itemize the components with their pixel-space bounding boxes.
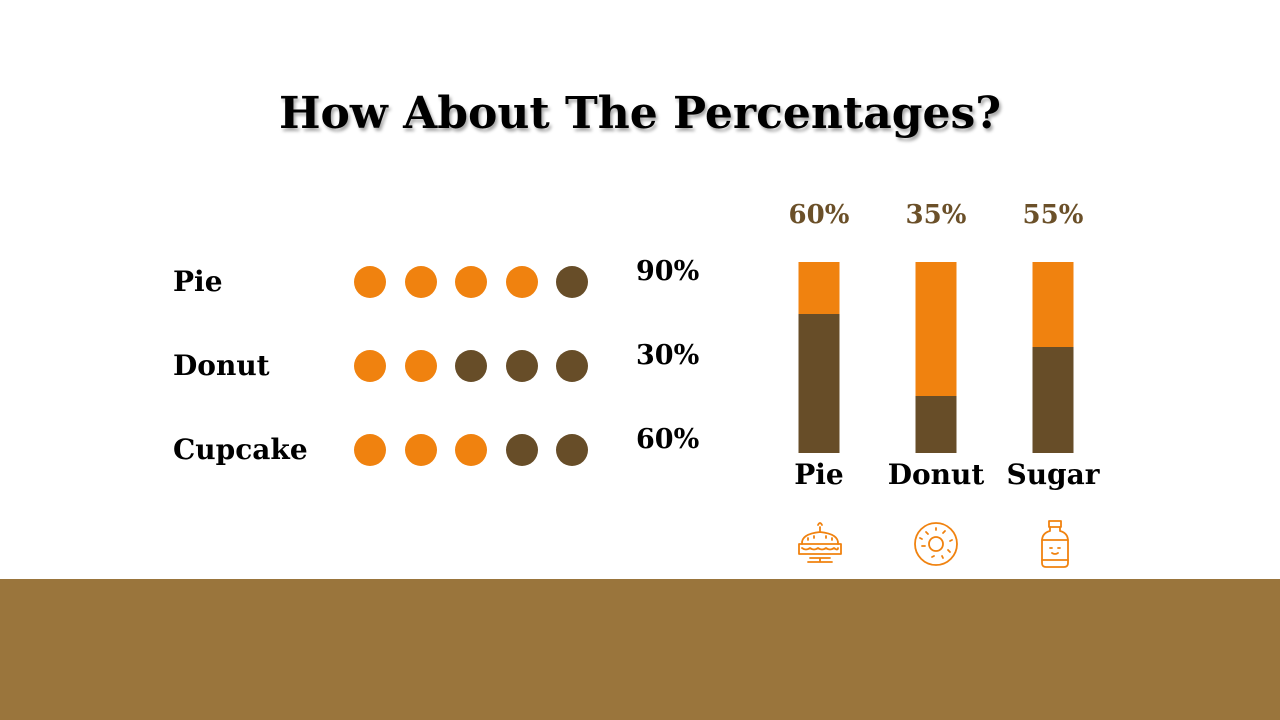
- bar-segment-bottom: [915, 396, 957, 453]
- dot-filled: [354, 266, 386, 298]
- dot-filled: [404, 434, 437, 466]
- bar-segment-bottom: [1032, 347, 1074, 453]
- page-title: How About The Percentages?: [278, 88, 1002, 139]
- dot-row-value: 60%: [636, 424, 700, 455]
- dot-row-label: Pie: [173, 265, 223, 298]
- dot-empty: [556, 266, 588, 298]
- bar-value-label: 55%: [1023, 200, 1084, 230]
- bar-chart: 60% Pie 35% Donut 55% Sugar: [789, 200, 1101, 491]
- dot-empty: [455, 350, 487, 382]
- dot-filled: [354, 434, 386, 466]
- cake-icon: [798, 522, 842, 563]
- dot-filled: [404, 350, 437, 382]
- dot-filled: [404, 266, 437, 298]
- dot-filled: [505, 266, 538, 298]
- dot-empty: [556, 434, 588, 466]
- dot-filled: [354, 350, 386, 382]
- dot-filled: [455, 434, 487, 466]
- dot-row-label: Cupcake: [173, 433, 308, 466]
- bar-category-label: Pie: [794, 458, 844, 491]
- bar-category-label: Donut: [888, 458, 985, 491]
- bar-segment-bottom: [798, 314, 840, 453]
- bar-segment-top: [798, 262, 840, 314]
- dot-row-value: 90%: [636, 256, 700, 287]
- dot-filled: [455, 266, 487, 298]
- bar-value-label: 60%: [789, 200, 850, 230]
- footer-band: [0, 579, 1280, 720]
- dot-empty: [505, 434, 538, 466]
- dot-row-label: Donut: [173, 349, 270, 382]
- bar-category-label: Sugar: [1006, 458, 1100, 491]
- donut-icon: [914, 522, 958, 566]
- bar-segment-top: [1032, 262, 1074, 347]
- sugar-jar-icon: [1041, 520, 1069, 568]
- bar-segment-top: [915, 262, 957, 396]
- dot-empty: [556, 350, 588, 382]
- bar-value-label: 35%: [906, 200, 967, 230]
- dot-empty: [505, 350, 538, 382]
- dot-row-value: 30%: [636, 340, 700, 371]
